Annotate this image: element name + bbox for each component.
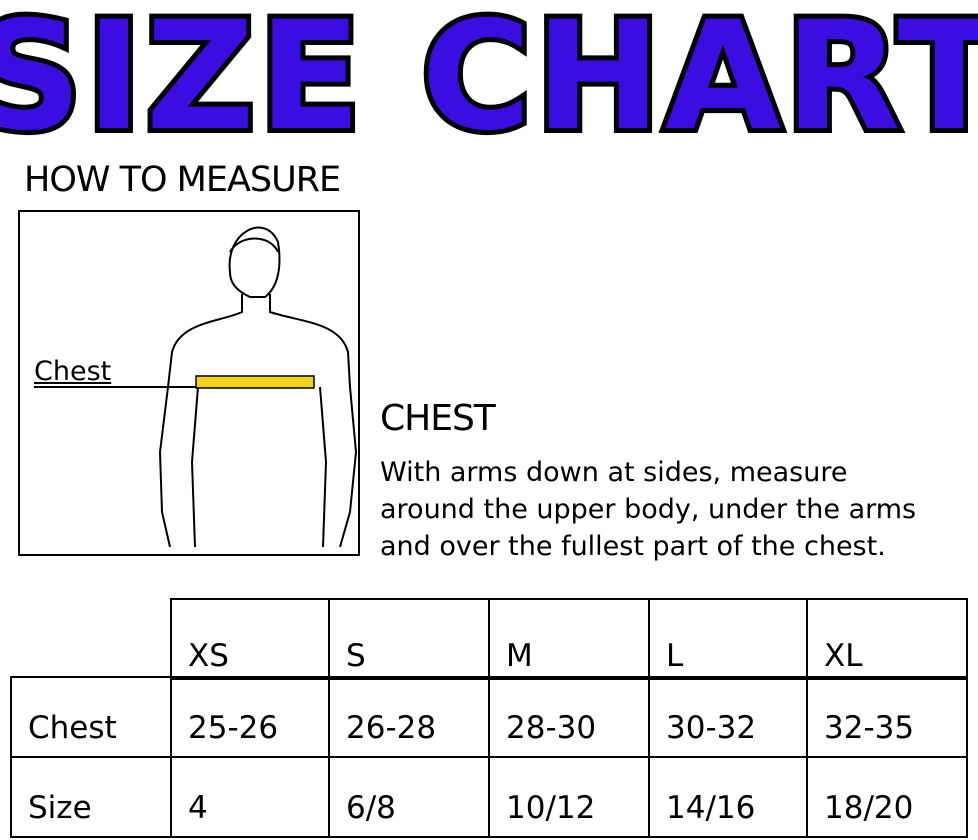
chest-heading: CHEST bbox=[380, 398, 496, 439]
size-header-text: M bbox=[506, 638, 533, 674]
body-outline-icon bbox=[34, 226, 358, 548]
size-header-text: S bbox=[346, 638, 366, 674]
table-cell: 30-32 bbox=[648, 676, 808, 758]
table-cell-text: 6/8 bbox=[346, 790, 396, 826]
table-cell-text: 28-30 bbox=[506, 710, 597, 746]
table-cell: 18/20 bbox=[806, 756, 968, 838]
size-header: L bbox=[648, 598, 808, 680]
table-cell-text: 32-35 bbox=[824, 710, 915, 746]
table-cell-text: 14/16 bbox=[666, 790, 756, 826]
size-header: XS bbox=[170, 598, 330, 680]
chest-description: With arms down at sides, measure around … bbox=[380, 454, 978, 565]
size-header-text: L bbox=[666, 638, 684, 674]
table-cell-text: 30-32 bbox=[666, 710, 757, 746]
size-header: S bbox=[328, 598, 490, 680]
table-cell: 14/16 bbox=[648, 756, 808, 838]
table-cell: 6/8 bbox=[328, 756, 490, 838]
table-cell-text: 4 bbox=[188, 790, 208, 826]
row-label: Size bbox=[10, 756, 172, 838]
description-line: With arms down at sides, measure bbox=[380, 457, 848, 488]
measure-figure: Chest bbox=[18, 210, 360, 556]
size-chart-title: SIZE CHART bbox=[0, 0, 978, 150]
table-cell: 28-30 bbox=[488, 676, 650, 758]
table-cell-text: 25-26 bbox=[188, 710, 279, 746]
chest-label: Chest bbox=[34, 356, 112, 387]
svg-text:SIZE CHART: SIZE CHART bbox=[0, 0, 978, 150]
table-cell-text: 18/20 bbox=[824, 790, 914, 826]
table-cell: 26-28 bbox=[328, 676, 490, 758]
row-label-text: Size bbox=[28, 790, 92, 826]
table-cell-text: 26-28 bbox=[346, 710, 437, 746]
description-line: around the upper body, under the arms bbox=[380, 494, 917, 525]
row-label-text: Chest bbox=[28, 710, 117, 746]
table-cell: 25-26 bbox=[170, 676, 330, 758]
table-cell-text: 10/12 bbox=[506, 790, 596, 826]
description-line: and over the fullest part of the chest. bbox=[380, 531, 886, 562]
size-header-text: XS bbox=[188, 638, 229, 674]
size-header: M bbox=[488, 598, 650, 680]
measuring-tape bbox=[195, 375, 315, 389]
table-cell: 4 bbox=[170, 756, 330, 838]
size-header: XL bbox=[806, 598, 968, 680]
table-cell: 10/12 bbox=[488, 756, 650, 838]
size-header-text: XL bbox=[824, 638, 863, 674]
row-label: Chest bbox=[10, 676, 172, 758]
how-to-measure-heading: HOW TO MEASURE bbox=[24, 160, 341, 200]
table-cell: 32-35 bbox=[806, 676, 968, 758]
